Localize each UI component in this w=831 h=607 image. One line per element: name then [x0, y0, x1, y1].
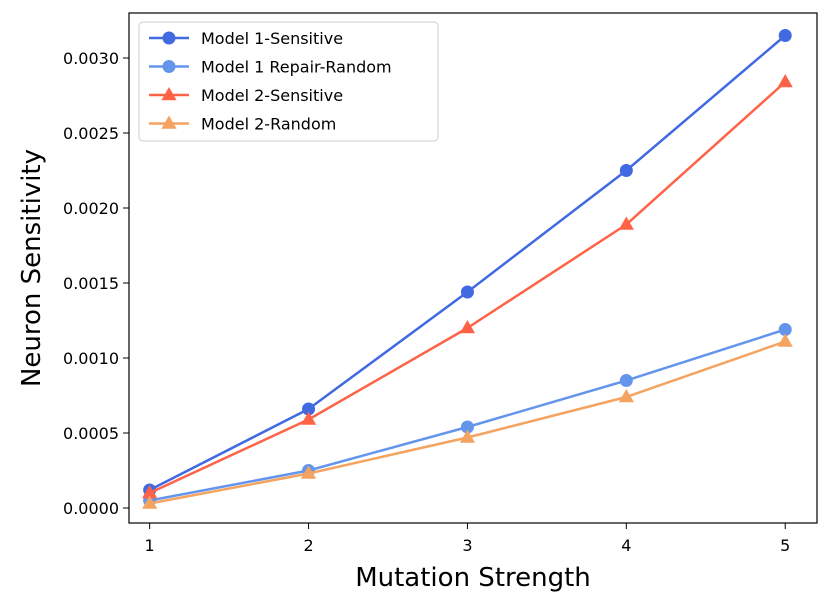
x-tick-label: 5	[780, 536, 790, 555]
data-point	[778, 323, 792, 336]
legend-box	[138, 21, 439, 142]
data-point	[777, 333, 793, 347]
legend-entry: Model 1-Sensitive	[149, 29, 343, 48]
x-tick-label: 3	[462, 536, 472, 555]
data-point	[619, 374, 633, 387]
data-point	[300, 411, 317, 425]
data-point	[459, 429, 476, 443]
series-line	[149, 328, 786, 502]
y-tick-label: 0.0025	[63, 124, 119, 143]
data-point	[460, 420, 474, 434]
x-tick-label: 2	[303, 536, 313, 555]
legend-label: Model 2-Sensitive	[201, 86, 343, 105]
data-point	[142, 485, 158, 499]
data-point	[777, 74, 793, 88]
plot-frame	[128, 12, 818, 524]
legend-label: Model 2-Random	[201, 115, 336, 134]
legend-marker	[161, 87, 177, 101]
legend-marker	[161, 115, 177, 129]
axes: 1 2 3 4 5 0.0000 0.0005 0.0010 0.0015 0.0020 0.002…	[63, 49, 790, 555]
data-point	[459, 320, 476, 334]
series-2	[143, 323, 792, 507]
legend: Model 1-Sensitive Model 1 Repair-Random Mo…	[138, 21, 439, 142]
y-tick-label: 0.0000	[63, 499, 119, 518]
plot-marks	[142, 29, 793, 509]
data-point	[300, 465, 317, 479]
data-point	[460, 285, 474, 299]
y-tick-label: 0.0015	[63, 274, 119, 293]
data-point	[619, 164, 633, 177]
data-point	[618, 216, 634, 230]
data-point	[618, 389, 634, 403]
legend-label: Model 1 Repair-Random	[201, 58, 392, 77]
y-axis-title: Neuron Sensitivity	[17, 149, 47, 387]
y-tick-label: 0.0005	[63, 424, 119, 443]
legend-entry: Model 2-Random	[149, 115, 336, 134]
legend-entry: Model 2-Sensitive	[149, 86, 343, 105]
data-point	[778, 29, 792, 42]
legend-label: Model 1-Sensitive	[201, 29, 343, 48]
data-point	[302, 402, 316, 416]
y-tick-label: 0.0020	[63, 199, 119, 218]
series-4	[142, 333, 793, 509]
x-tick-label: 1	[145, 536, 155, 555]
legend-marker	[162, 60, 176, 73]
data-point	[142, 495, 158, 509]
x-axis-title: Mutation Strength	[355, 563, 591, 593]
y-tick-label: 0.0010	[63, 349, 119, 368]
series-3	[142, 74, 793, 499]
y-tick-label: 0.0030	[63, 49, 119, 68]
x-tick-label: 4	[621, 536, 631, 555]
legend-marker	[162, 31, 176, 45]
legend-entry: Model 1 Repair-Random	[149, 58, 392, 77]
